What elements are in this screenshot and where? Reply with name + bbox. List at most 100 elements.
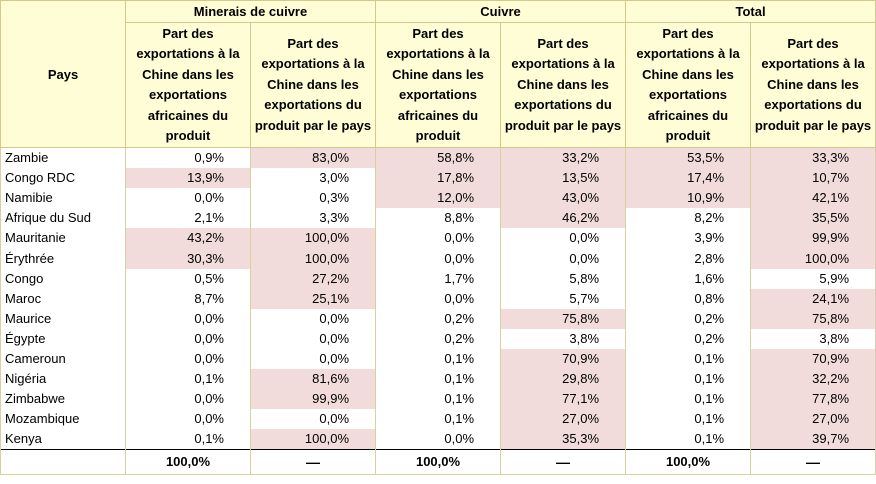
table-row: Afrique du Sud 2,1% 3,3% 8,8% 46,2% 8,2% 35,5% <box>0 208 876 229</box>
footer-label <box>0 449 126 476</box>
footer-cuivre-part-africaine: 100,0% <box>375 449 502 476</box>
minerais-part-africaine-cell: 0,0% <box>125 328 251 349</box>
total-part-africaine-cell: 0,1% <box>625 369 752 390</box>
cuivre-part-pays-cell: 33,2% <box>500 147 627 169</box>
minerais-part-africaine-cell: 8,7% <box>125 288 251 309</box>
total-part-pays-cell: 99,9% <box>750 228 876 249</box>
table-row: Zimbabwe 0,0% 99,9% 0,1% 77,1% 0,1% 77,8% <box>0 389 876 410</box>
table-row: Érythrée 30,3% 100,0% 0,0% 0,0% 2,8% 100,0% <box>0 248 876 269</box>
cuivre-part-pays-cell: 5,8% <box>500 268 627 289</box>
cuivre-part-africaine-cell: 17,8% <box>375 168 502 189</box>
header-cuivre-part-africaine: Part des exportations à la Chine dans le… <box>375 22 502 148</box>
minerais-part-africaine-cell: 0,1% <box>125 429 251 450</box>
minerais-part-pays-cell: 27,2% <box>249 268 377 289</box>
cuivre-part-pays-cell: 43,0% <box>500 188 627 209</box>
total-part-pays-cell: 27,0% <box>750 409 876 430</box>
minerais-part-pays-cell: 100,0% <box>249 228 377 249</box>
country-cell: Maroc <box>0 288 126 309</box>
header-group-cuivre: Cuivre <box>375 0 627 23</box>
total-part-pays-cell: 32,2% <box>750 369 876 390</box>
header-group-minerais: Minerais de cuivre <box>124 0 377 23</box>
total-part-pays-cell: 100,0% <box>750 248 876 269</box>
minerais-part-pays-cell: 0,0% <box>249 409 377 430</box>
minerais-part-africaine-cell: 2,1% <box>125 208 251 229</box>
footer-minerais-part-africaine: 100,0% <box>125 449 251 476</box>
total-part-pays-cell: 77,8% <box>750 389 876 410</box>
total-part-africaine-cell: 0,8% <box>625 288 752 309</box>
total-part-africaine-cell: 0,1% <box>625 348 752 370</box>
totals-row: 100,0% — 100,0% — 100,0% — <box>0 449 876 476</box>
total-part-africaine-cell: 0,2% <box>625 308 752 329</box>
minerais-part-africaine-cell: 0,0% <box>125 308 251 329</box>
minerais-part-pays-cell: 0,0% <box>249 328 377 349</box>
table-row: Égypte 0,0% 0,0% 0,2% 3,8% 0,2% 3,8% <box>0 328 876 349</box>
cuivre-part-pays-cell: 75,8% <box>500 308 627 329</box>
total-part-africaine-cell: 0,1% <box>625 409 752 430</box>
header-minerais-part-africaine: Part des exportations à la Chine dans le… <box>125 22 251 148</box>
header-group-total: Total <box>625 0 876 23</box>
header-cuivre-part-pays: Part des exportations à la Chine dans le… <box>500 22 627 148</box>
total-part-africaine-cell: 0,1% <box>625 389 752 410</box>
cuivre-part-africaine-cell: 0,0% <box>375 429 502 450</box>
minerais-part-africaine-cell: 0,9% <box>125 147 251 169</box>
country-cell: Afrique du Sud <box>0 208 126 229</box>
footer-cuivre-part-pays: — <box>500 449 627 476</box>
footer-minerais-part-pays: — <box>249 449 377 476</box>
country-cell: Cameroun <box>0 348 126 370</box>
cuivre-part-africaine-cell: 0,1% <box>375 369 502 390</box>
minerais-part-pays-cell: 0,3% <box>249 188 377 209</box>
cuivre-part-africaine-cell: 58,8% <box>375 147 502 169</box>
cuivre-part-africaine-cell: 0,2% <box>375 328 502 349</box>
minerais-part-pays-cell: 0,0% <box>249 348 377 370</box>
cuivre-part-africaine-cell: 0,1% <box>375 409 502 430</box>
cuivre-part-africaine-cell: 12,0% <box>375 188 502 209</box>
minerais-part-pays-cell: 83,0% <box>249 147 377 169</box>
cuivre-part-pays-cell: 5,7% <box>500 288 627 309</box>
table-row: Maroc 8,7% 25,1% 0,0% 5,7% 0,8% 24,1% <box>0 288 876 309</box>
country-cell: Maurice <box>0 308 126 329</box>
minerais-part-pays-cell: 81,6% <box>249 369 377 390</box>
table-row: Kenya 0,1% 100,0% 0,0% 35,3% 0,1% 39,7% <box>0 429 876 450</box>
country-cell: Congo RDC <box>0 168 126 189</box>
minerais-part-africaine-cell: 30,3% <box>125 248 251 269</box>
minerais-part-pays-cell: 3,0% <box>249 168 377 189</box>
country-cell: Namibie <box>0 188 126 209</box>
table-row: Zambie 0,9% 83,0% 58,8% 33,2% 53,5% 33,3% <box>0 147 876 169</box>
total-part-pays-cell: 5,9% <box>750 268 876 289</box>
cuivre-part-africaine-cell: 1,7% <box>375 268 502 289</box>
minerais-part-africaine-cell: 0,0% <box>125 389 251 410</box>
cuivre-part-pays-cell: 29,8% <box>500 369 627 390</box>
minerais-part-africaine-cell: 0,5% <box>125 268 251 289</box>
minerais-part-africaine-cell: 0,0% <box>125 188 251 209</box>
table-row: Congo RDC 13,9% 3,0% 17,8% 13,5% 17,4% 10,7% <box>0 168 876 189</box>
cuivre-part-africaine-cell: 0,2% <box>375 308 502 329</box>
cuivre-part-pays-cell: 0,0% <box>500 228 627 249</box>
total-part-africaine-cell: 53,5% <box>625 147 752 169</box>
total-part-pays-cell: 24,1% <box>750 288 876 309</box>
minerais-part-africaine-cell: 0,0% <box>125 409 251 430</box>
total-part-pays-cell: 10,7% <box>750 168 876 189</box>
table-row: Nigéria 0,1% 81,6% 0,1% 29,8% 0,1% 32,2% <box>0 369 876 390</box>
cuivre-part-pays-cell: 27,0% <box>500 409 627 430</box>
total-part-pays-cell: 70,9% <box>750 348 876 370</box>
total-part-africaine-cell: 3,9% <box>625 228 752 249</box>
footer-total-part-pays: — <box>750 449 876 476</box>
minerais-part-africaine-cell: 0,1% <box>125 369 251 390</box>
total-part-africaine-cell: 0,1% <box>625 429 752 450</box>
minerais-part-africaine-cell: 13,9% <box>125 168 251 189</box>
cuivre-part-pays-cell: 77,1% <box>500 389 627 410</box>
cuivre-part-pays-cell: 46,2% <box>500 208 627 229</box>
minerais-part-pays-cell: 99,9% <box>249 389 377 410</box>
header-total-part-africaine: Part des exportations à la Chine dans le… <box>625 22 752 148</box>
header-minerais-part-pays: Part des exportations à la Chine dans le… <box>249 22 377 148</box>
country-cell: Zimbabwe <box>0 389 126 410</box>
header-total-part-pays: Part des exportations à la Chine dans le… <box>750 22 876 148</box>
cuivre-part-africaine-cell: 0,0% <box>375 248 502 269</box>
cuivre-part-pays-cell: 0,0% <box>500 248 627 269</box>
country-cell: Mauritanie <box>0 228 126 249</box>
cuivre-part-pays-cell: 35,3% <box>500 429 627 450</box>
table-row: Namibie 0,0% 0,3% 12,0% 43,0% 10,9% 42,1% <box>0 188 876 209</box>
country-cell: Mozambique <box>0 409 126 430</box>
cuivre-part-pays-cell: 3,8% <box>500 328 627 349</box>
